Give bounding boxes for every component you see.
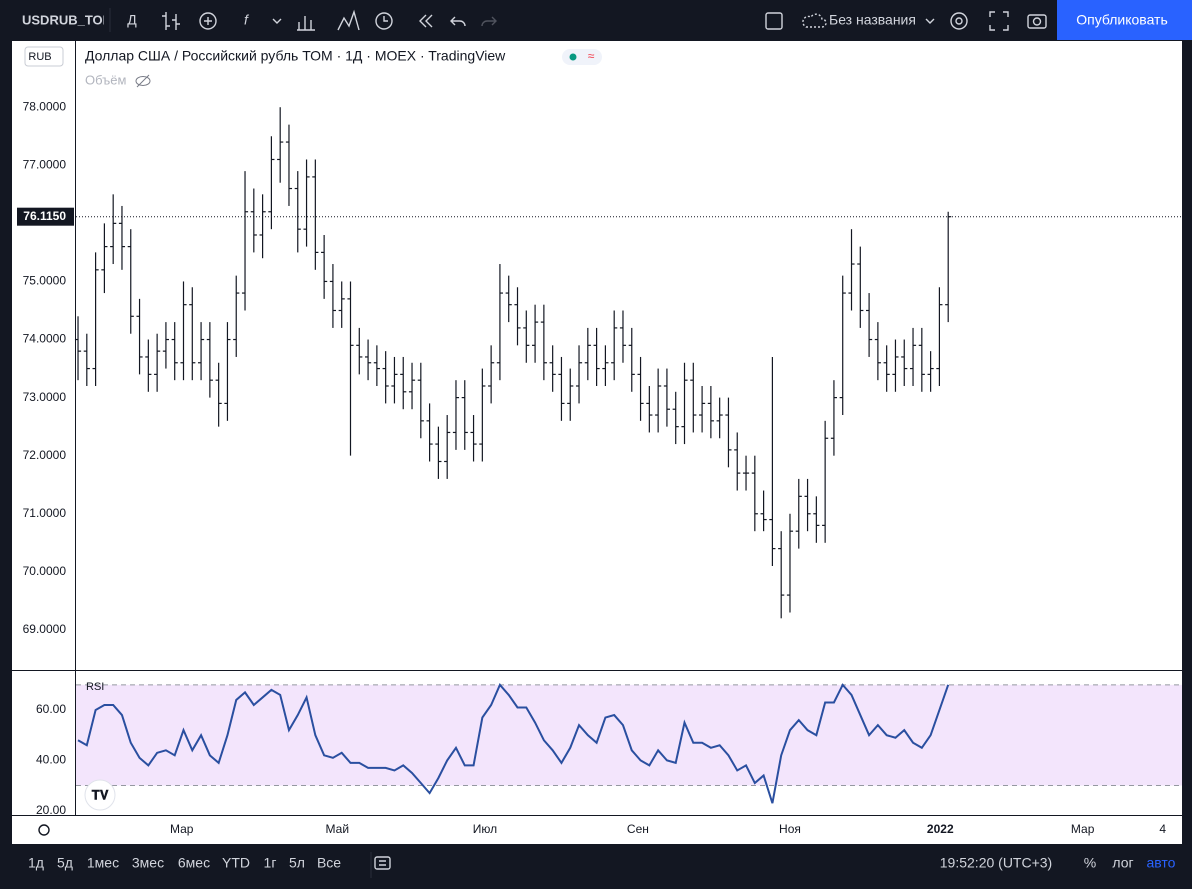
y-tick-label: 69.0000 — [23, 622, 67, 636]
x-tick-label: Мар — [170, 822, 194, 836]
auto-toggle[interactable]: авто — [1147, 855, 1176, 871]
x-tick-label: 2022 — [927, 822, 954, 836]
rsi-line — [77, 682, 950, 804]
range-button[interactable]: 6мес — [178, 855, 210, 871]
rsi-band — [76, 684, 1182, 786]
y-tick-label: 72.0000 — [23, 448, 67, 462]
fx-icon[interactable]: f — [244, 12, 250, 28]
volume-label[interactable]: Объём — [85, 72, 126, 87]
y-tick-label: 77.0000 — [23, 157, 67, 171]
range-button[interactable]: 1мес — [87, 855, 119, 871]
status-wave: ≈ — [588, 49, 595, 63]
range-button[interactable]: YTD — [222, 855, 250, 871]
x-tick-label: Июл — [473, 822, 497, 836]
chart-icon[interactable] — [297, 16, 315, 31]
dropdown-icon[interactable] — [272, 18, 282, 24]
dropdown-icon[interactable] — [925, 18, 935, 24]
last-price-tag — [17, 207, 74, 226]
tv-logo: 𝐓𝐕 — [84, 779, 116, 811]
svg-text:𝐓𝐕: 𝐓𝐕 — [92, 787, 109, 802]
replay-icon[interactable] — [419, 14, 433, 28]
timezone-gear[interactable] — [38, 824, 50, 836]
chart-title: Доллар США / Российский рубль ТОМ · 1Д ·… — [85, 48, 506, 64]
range-button[interactable]: 1г — [264, 855, 277, 871]
range-button[interactable]: 5л — [289, 855, 305, 871]
rsi-label: RSI — [86, 681, 104, 693]
indicator-add-icon[interactable] — [199, 12, 217, 30]
range-button[interactable]: Все — [317, 855, 341, 871]
redo-icon[interactable] — [481, 16, 497, 27]
symbol[interactable]: USDRUB_TOM — [22, 12, 114, 27]
y-tick-label: 40.00 — [36, 753, 66, 767]
interval[interactable]: Д — [127, 12, 137, 28]
bars-icon[interactable] — [162, 12, 180, 30]
x-tick-label: Ноя — [779, 822, 801, 836]
status-pill — [562, 49, 602, 65]
currency-button[interactable] — [24, 46, 64, 67]
y-tick-label: 60.00 — [36, 702, 66, 716]
log-toggle[interactable]: лог — [1112, 855, 1133, 871]
cloud-icon — [802, 13, 827, 28]
status-dot — [569, 53, 577, 61]
snapshot-icon[interactable] — [1027, 14, 1047, 29]
hide-icon[interactable] — [135, 74, 151, 88]
last-price-label: 76.1150 — [23, 209, 66, 223]
publish-label[interactable]: Опубликовать — [1076, 12, 1168, 28]
undo-icon[interactable] — [450, 16, 466, 27]
y-tick-label: 20.00 — [36, 803, 66, 817]
range-button[interactable]: 3мес — [132, 855, 164, 871]
y-tick-label: 78.0000 — [23, 99, 67, 113]
range-button[interactable]: 5д — [57, 855, 73, 871]
fullscreen-icon[interactable] — [989, 11, 1009, 31]
x-tick-label: Мар — [1071, 822, 1095, 836]
x-tick-label: Май — [326, 822, 350, 836]
date-range-icon[interactable] — [374, 856, 391, 870]
clock: 19:52:20 (UTC+3) — [940, 855, 1052, 871]
layout-icon[interactable] — [765, 12, 783, 30]
publish-button[interactable] — [1057, 0, 1192, 40]
y-tick-label: 70.0000 — [23, 564, 67, 578]
template-icon[interactable] — [337, 9, 360, 31]
y-tick-label: 75.0000 — [23, 274, 67, 288]
y-tick-label: 73.0000 — [23, 390, 67, 404]
settings-icon[interactable] — [950, 12, 968, 30]
x-tick-label: 4 — [1159, 822, 1166, 836]
y-tick-label: 71.0000 — [23, 506, 67, 520]
range-button[interactable]: 1д — [28, 855, 44, 871]
layout-name[interactable]: Без названия — [829, 12, 916, 28]
alert-icon[interactable] — [375, 12, 393, 30]
x-tick-label: Сен — [627, 822, 649, 836]
percent-toggle[interactable]: % — [1084, 855, 1096, 871]
currency[interactable]: RUB — [28, 51, 51, 63]
y-tick-label: 74.0000 — [23, 332, 67, 346]
